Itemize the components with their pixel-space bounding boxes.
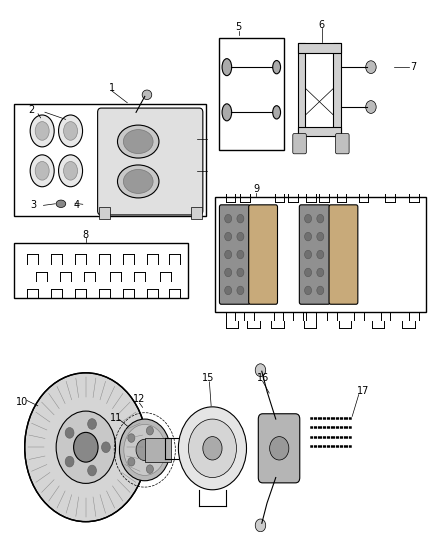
Circle shape <box>225 286 232 295</box>
FancyBboxPatch shape <box>249 205 278 304</box>
Circle shape <box>203 437 222 460</box>
Circle shape <box>225 268 232 277</box>
FancyBboxPatch shape <box>258 414 300 483</box>
Bar <box>14 104 206 216</box>
Ellipse shape <box>30 155 54 187</box>
Circle shape <box>188 419 237 478</box>
Text: 8: 8 <box>83 230 89 240</box>
Circle shape <box>317 214 324 223</box>
FancyBboxPatch shape <box>219 205 250 304</box>
Circle shape <box>304 286 311 295</box>
Bar <box>297 43 341 53</box>
Bar <box>145 438 171 462</box>
Ellipse shape <box>273 61 281 74</box>
Bar <box>215 197 426 312</box>
FancyBboxPatch shape <box>98 108 203 215</box>
Circle shape <box>317 251 324 259</box>
Circle shape <box>225 214 232 223</box>
Bar <box>297 127 341 136</box>
FancyBboxPatch shape <box>336 134 349 154</box>
Text: 2: 2 <box>28 104 34 115</box>
Circle shape <box>102 442 110 453</box>
Text: 16: 16 <box>257 373 269 383</box>
Text: 15: 15 <box>202 373 214 383</box>
Ellipse shape <box>35 122 49 140</box>
Circle shape <box>304 214 311 223</box>
Circle shape <box>124 424 166 475</box>
Circle shape <box>25 373 147 522</box>
FancyBboxPatch shape <box>293 134 306 154</box>
Ellipse shape <box>273 106 281 119</box>
Ellipse shape <box>35 161 49 180</box>
Ellipse shape <box>30 115 54 147</box>
Text: 4: 4 <box>74 200 80 211</box>
Circle shape <box>304 268 311 277</box>
Circle shape <box>270 437 289 460</box>
Bar <box>333 43 341 136</box>
Text: 7: 7 <box>410 62 417 72</box>
Bar <box>99 207 110 219</box>
Text: 3: 3 <box>30 200 36 211</box>
Circle shape <box>317 286 324 295</box>
Circle shape <box>178 407 247 490</box>
Ellipse shape <box>124 169 153 193</box>
Circle shape <box>366 61 376 74</box>
Text: 12: 12 <box>133 394 146 405</box>
Ellipse shape <box>59 115 82 147</box>
FancyBboxPatch shape <box>329 205 358 304</box>
Ellipse shape <box>64 122 78 140</box>
Circle shape <box>65 427 74 438</box>
Circle shape <box>128 457 135 466</box>
Ellipse shape <box>64 161 78 180</box>
Circle shape <box>237 268 244 277</box>
Circle shape <box>237 214 244 223</box>
Circle shape <box>304 251 311 259</box>
Circle shape <box>255 519 266 532</box>
Ellipse shape <box>59 155 82 187</box>
Circle shape <box>146 465 153 473</box>
Circle shape <box>366 101 376 114</box>
Circle shape <box>317 232 324 241</box>
Ellipse shape <box>142 90 152 100</box>
Ellipse shape <box>117 125 159 158</box>
FancyBboxPatch shape <box>299 205 330 304</box>
Circle shape <box>128 434 135 442</box>
Circle shape <box>74 432 98 462</box>
Circle shape <box>255 364 266 376</box>
Circle shape <box>136 439 153 461</box>
Circle shape <box>120 419 170 481</box>
Bar <box>14 243 188 298</box>
Text: 6: 6 <box>318 20 325 30</box>
Bar <box>191 207 201 219</box>
Circle shape <box>225 251 232 259</box>
Circle shape <box>146 426 153 435</box>
Circle shape <box>304 232 311 241</box>
Circle shape <box>158 446 165 454</box>
Bar <box>219 38 285 150</box>
Circle shape <box>237 251 244 259</box>
Circle shape <box>237 286 244 295</box>
Circle shape <box>65 456 74 467</box>
Ellipse shape <box>117 165 159 198</box>
Text: 5: 5 <box>236 22 242 33</box>
Text: 9: 9 <box>253 184 259 195</box>
Circle shape <box>56 411 116 483</box>
Ellipse shape <box>56 200 66 207</box>
Text: 1: 1 <box>109 83 115 93</box>
Ellipse shape <box>222 104 232 121</box>
Circle shape <box>317 268 324 277</box>
Bar <box>297 43 305 136</box>
Text: 10: 10 <box>15 397 28 407</box>
Circle shape <box>88 419 96 429</box>
Text: 11: 11 <box>110 413 123 423</box>
Text: 17: 17 <box>357 386 369 397</box>
Ellipse shape <box>124 130 153 154</box>
Ellipse shape <box>222 59 232 76</box>
Circle shape <box>225 232 232 241</box>
Circle shape <box>237 232 244 241</box>
Circle shape <box>88 465 96 476</box>
